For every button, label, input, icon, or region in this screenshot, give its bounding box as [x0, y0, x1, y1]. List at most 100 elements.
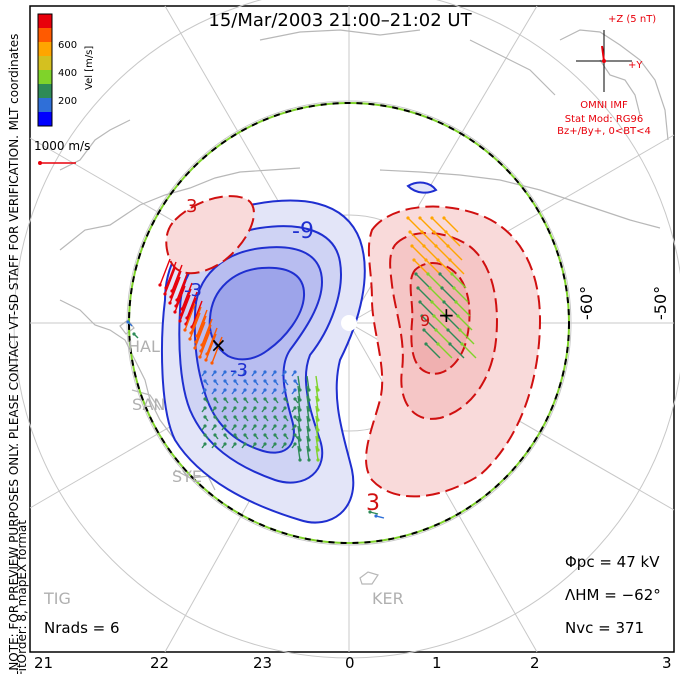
vector-green-6-0	[297, 435, 301, 451]
vector-dusk-1-1	[170, 270, 182, 298]
vector-dawn-9-2	[449, 343, 465, 359]
vector-grid-5-0-origin	[253, 370, 257, 374]
vector-grid-5-6-origin	[253, 424, 257, 428]
vector-dawn-6-2-origin	[442, 300, 446, 304]
colorbar: 600 400 200 Vel [m/s]	[37, 13, 95, 127]
vector-dawn-0-0-origin	[406, 216, 410, 220]
vector-green-6-2	[315, 435, 319, 451]
vector-grid-3-8-origin	[233, 442, 237, 446]
vector-grid-9-8-origin	[293, 442, 297, 446]
vector-dawn-7-0-origin	[420, 314, 424, 318]
vector-dawn-3-0-origin	[412, 258, 416, 262]
vector-dawn-7-2-origin	[444, 314, 448, 318]
vector-dawn-1-3	[445, 231, 461, 247]
vector-green-7-0	[297, 445, 301, 461]
vector-grid-4-8-origin	[243, 442, 247, 446]
vector-dawn-4-1	[427, 273, 443, 289]
vector-grid-7-3-origin	[273, 397, 277, 401]
vector-scatter-4-origin	[132, 332, 136, 336]
vector-dawn-8-2	[447, 329, 463, 345]
vector-dawn-1-1-origin	[420, 230, 424, 234]
vector-dawn-6-1	[431, 301, 447, 317]
vector-grid-2-4-origin	[223, 406, 227, 410]
vector-dawn-8-1-origin	[434, 328, 438, 332]
vector-dusk-1-0-origin	[163, 292, 167, 296]
fit-order: FitOrder: 8, mapEX format	[15, 520, 29, 674]
vector-grid-6-1-origin	[263, 379, 267, 383]
vector-grid-9-3-origin	[293, 397, 297, 401]
vector-dawn-5-3	[453, 287, 469, 303]
vector-dusk-4-0	[179, 294, 191, 322]
vector-dusk-5-1	[190, 306, 202, 334]
vector-dusk-0-1	[165, 261, 177, 289]
vector-grid-2-6-origin	[223, 424, 227, 428]
vector-grid-0-2-origin	[203, 388, 207, 392]
vector-dawn-8-0	[423, 329, 439, 345]
vector-dawn-0-2-origin	[430, 216, 434, 220]
vector-grid-5-2-origin	[253, 388, 257, 392]
vector-green-2-0	[297, 395, 301, 411]
vector-dawn-6-1-origin	[430, 300, 434, 304]
vector-dawn-6-2	[443, 301, 459, 317]
stat-n-vc: Nvc = 371	[565, 619, 644, 637]
vector-grid-8-6-origin	[283, 424, 287, 428]
vector-dawn-9-3	[461, 343, 477, 359]
vector-grid-7-0-origin	[273, 370, 277, 374]
vector-green-6-1	[306, 435, 310, 451]
vector-dawn-9-0-origin	[424, 342, 428, 346]
vector-grid-3-7-origin	[233, 433, 237, 437]
vector-grid-4-4-origin	[243, 406, 247, 410]
vector-dusk-3-2	[186, 291, 198, 319]
vector-grid-3-3-origin	[233, 397, 237, 401]
vector-grid-1-8-origin	[213, 442, 217, 446]
station-sye: SYE	[172, 467, 202, 486]
vector-grid-8-3-origin	[283, 397, 287, 401]
vector-dusk-2-1	[175, 279, 187, 307]
colorbar-tick-400: 400	[58, 68, 77, 79]
vector-grid-8-5-origin	[283, 415, 287, 419]
vector-grid-3-2-origin	[233, 388, 237, 392]
vector-dusk-8-1-origin	[204, 358, 208, 362]
vector-dusk-7-0	[194, 321, 206, 349]
vector-green-7-0-origin	[298, 458, 302, 462]
vector-grid-8-1-origin	[283, 379, 287, 383]
vector-grid-5-7-origin	[253, 433, 257, 437]
vector-dusk-8-1	[205, 333, 217, 361]
vector-grid-0-3-origin	[203, 397, 207, 401]
side-note: NOTE: FOR PREVIEW PURPOSES ONLY. PLEASE …	[7, 135, 21, 671]
vector-dusk-2-0-origin	[168, 301, 172, 305]
mlt-tick-0: 0	[345, 654, 355, 672]
vector-dawn-7-0	[421, 315, 437, 331]
vector-dawn-8-1	[435, 329, 451, 345]
vector-dawn-4-3-origin	[450, 272, 454, 276]
vector-dusk-2-2	[181, 282, 193, 310]
vector-scatter-3-origin	[126, 320, 130, 324]
vector-grid-1-5-origin	[213, 415, 217, 419]
vector-grid-1-1-origin	[213, 379, 217, 383]
mlt-tick-22: 22	[150, 654, 169, 672]
vector-grid-5-5-origin	[253, 415, 257, 419]
vector-dawn-2-0-origin	[410, 244, 414, 248]
vector-dusk-5-0	[184, 303, 196, 331]
vector-grid-6-4-origin	[263, 406, 267, 410]
vector-grid-9-4-origin	[293, 406, 297, 410]
vector-dawn-3-1-origin	[424, 258, 428, 262]
vector-dusk-1-0	[164, 267, 176, 295]
vector-grid-9-0-origin	[293, 370, 297, 374]
vector-grid-2-1-origin	[223, 379, 227, 383]
vector-dawn-3-1	[425, 259, 441, 275]
vector-dawn-2-2	[435, 245, 451, 261]
vector-green-7-1-origin	[307, 458, 311, 462]
imf-source: OMNI IMF	[580, 100, 628, 111]
colorbar-label: Vel [m/s]	[84, 46, 95, 90]
vector-dawn-2-0	[411, 245, 427, 261]
vector-dawn-5-3-origin	[452, 286, 456, 290]
vector-grid-0-4-origin	[203, 406, 207, 410]
lat-label-50: -50°	[651, 286, 670, 320]
coord-label: MLT coordinates	[7, 34, 21, 131]
min-potential-marker: ×	[210, 333, 227, 357]
contour-label-neg-3a: -3	[184, 280, 202, 301]
vector-dawn-0-0	[407, 217, 423, 233]
vector-dawn-0-3-origin	[442, 216, 446, 220]
